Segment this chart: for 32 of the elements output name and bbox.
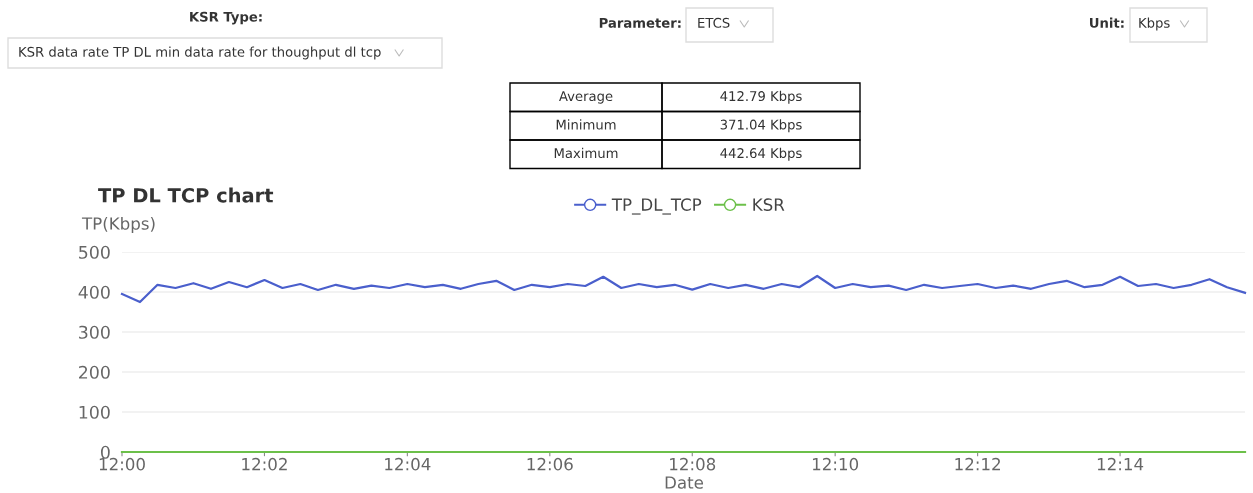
text: Minimum bbox=[556, 119, 616, 130]
text: KSR data rate TP DL min data rate for thoughput dl tcp bbox=[19, 46, 381, 60]
x-tick-label: 12:04 bbox=[385, 457, 431, 471]
legend-label: TP_DL_TCP bbox=[611, 198, 702, 215]
text: ETCS bbox=[698, 17, 730, 28]
x-tick-label: 12:14 bbox=[1097, 457, 1144, 471]
text: KSR Type: bbox=[190, 11, 262, 25]
y-tick-label: 0 bbox=[100, 445, 110, 459]
x-axis-title: Date bbox=[665, 476, 704, 489]
x-tick-label: 12:10 bbox=[812, 457, 859, 471]
y-tick-label: 200 bbox=[79, 365, 110, 379]
text: 371.04 Kbps bbox=[720, 119, 802, 133]
chart-title: TP DL TCP chart bbox=[98, 187, 274, 203]
text: Unit: bbox=[1090, 17, 1124, 28]
line-series bbox=[120, 274, 1247, 304]
x-tick-label: 12:08 bbox=[670, 457, 716, 471]
y-axis-title: TP(Kbps) bbox=[81, 216, 155, 234]
y-tick-label: 400 bbox=[78, 285, 110, 299]
x-tick-label: 12:00 bbox=[99, 457, 145, 471]
text: Parameter: bbox=[599, 18, 681, 28]
text: Kbps bbox=[1139, 17, 1170, 31]
legend-label: KSR bbox=[753, 198, 785, 211]
text: 442.64 Kbps bbox=[720, 147, 802, 161]
text: 412.79 Kbps bbox=[720, 90, 802, 104]
y-tick-label: 500 bbox=[79, 245, 110, 259]
x-tick-label: 12:06 bbox=[527, 457, 573, 471]
x-tick-label: 12:12 bbox=[955, 457, 1000, 471]
y-tick-label: 100 bbox=[79, 405, 110, 419]
x-tick-label: 12:02 bbox=[242, 457, 287, 471]
text: Average bbox=[559, 91, 613, 104]
text: Maximum bbox=[554, 147, 618, 159]
y-tick-label: 300 bbox=[79, 325, 110, 339]
